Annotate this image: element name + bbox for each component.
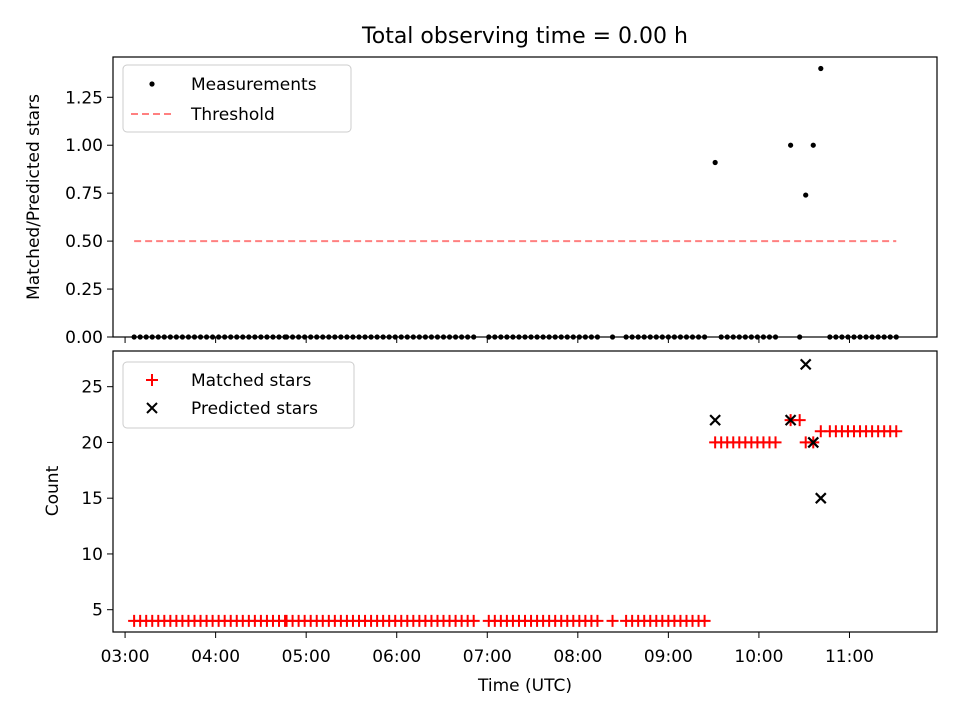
- bottom-legend-box: [122, 361, 355, 429]
- chart-title: Total observing time = 0.00 h: [361, 24, 688, 49]
- legend-matched-marker: [146, 374, 158, 386]
- y-tick-label: 10: [81, 545, 103, 565]
- x-tick-label: 11:00: [825, 647, 874, 667]
- top-axes-frame: [112, 56, 938, 338]
- measurement-point: [803, 192, 809, 198]
- y-tick-label: 0.75: [65, 184, 103, 204]
- y-tick-label: 1.25: [65, 88, 103, 108]
- bottom-x-axis: 03:00 04:00 05:00 06:00 07:00 08:00 09:00 10:00…: [101, 632, 874, 667]
- matched-stars-point: [467, 614, 480, 627]
- legend-predicted-label: Predicted stars: [191, 399, 318, 419]
- x-tick-label: 10:00: [734, 647, 783, 667]
- bottom-panel: 5 10 15 20 25 03:00 04:00 05:00 06:00 07:00 08:00…: [43, 350, 938, 696]
- y-tick-label: 20: [81, 433, 103, 453]
- legend-measurements-marker: [149, 81, 155, 87]
- legend-threshold-label: Threshold: [190, 105, 275, 125]
- y-tick-label: 5: [92, 601, 103, 621]
- y-tick-label: 0.00: [65, 328, 103, 348]
- top-legend: Measurements Threshold: [122, 64, 352, 133]
- bottom-legend: Matched stars Predicted stars: [122, 361, 355, 429]
- measurement-point: [712, 159, 718, 166]
- predicted-stars-point: [815, 492, 827, 504]
- legend-predicted-marker: [146, 402, 158, 414]
- legend-matched-label: Matched stars: [191, 371, 311, 391]
- matched-stars-point: [793, 414, 806, 427]
- bottom-axes-frame: [112, 350, 938, 633]
- top-y-axis-label: Matched/Predicted stars: [24, 94, 44, 300]
- y-tick-label: 15: [81, 489, 103, 509]
- matched-stars-point: [606, 614, 619, 627]
- matched-stars-point: [769, 436, 782, 449]
- predicted-stars-point: [807, 436, 820, 449]
- matched-stars-point: [890, 425, 903, 438]
- x-tick-label: 05:00: [282, 647, 331, 667]
- y-tick-label: 25: [81, 378, 103, 398]
- top-panel: 0.00 0.25 0.50 0.75 1.00 1.25 Matched/Predict…: [24, 56, 938, 348]
- y-tick-label: 1.00: [65, 136, 103, 156]
- measurement-point: [818, 65, 824, 72]
- top-y-axis: 0.00 0.25 0.50 0.75 1.00 1.25: [65, 88, 113, 348]
- measurement-point: [788, 142, 794, 148]
- y-tick-label: 0.25: [65, 280, 103, 300]
- predicted-stars-point: [799, 358, 812, 371]
- bottom-y-axis-label: Count: [43, 465, 63, 516]
- matched-stars-point: [698, 614, 711, 627]
- measurement-point: [810, 142, 816, 148]
- x-tick-label: 03:00: [101, 647, 150, 667]
- bottom-y-axis: 5 10 15 20 25: [81, 378, 113, 621]
- x-tick-label: 04:00: [191, 647, 240, 667]
- bottom-plot-area: [128, 358, 903, 627]
- y-tick-label: 0.50: [65, 232, 103, 252]
- x-axis-label: Time (UTC): [477, 676, 572, 696]
- top-legend-box: [122, 64, 352, 133]
- matched-stars-point: [591, 614, 604, 627]
- x-tick-label: 09:00: [644, 647, 693, 667]
- predicted-stars-point: [709, 414, 721, 426]
- x-tick-label: 06:00: [372, 647, 421, 667]
- x-tick-label: 08:00: [553, 647, 602, 667]
- predicted-stars-point: [784, 414, 797, 426]
- legend-measurements-label: Measurements: [191, 75, 317, 95]
- x-tick-label: 07:00: [463, 647, 512, 667]
- top-x-axis: [124, 337, 850, 343]
